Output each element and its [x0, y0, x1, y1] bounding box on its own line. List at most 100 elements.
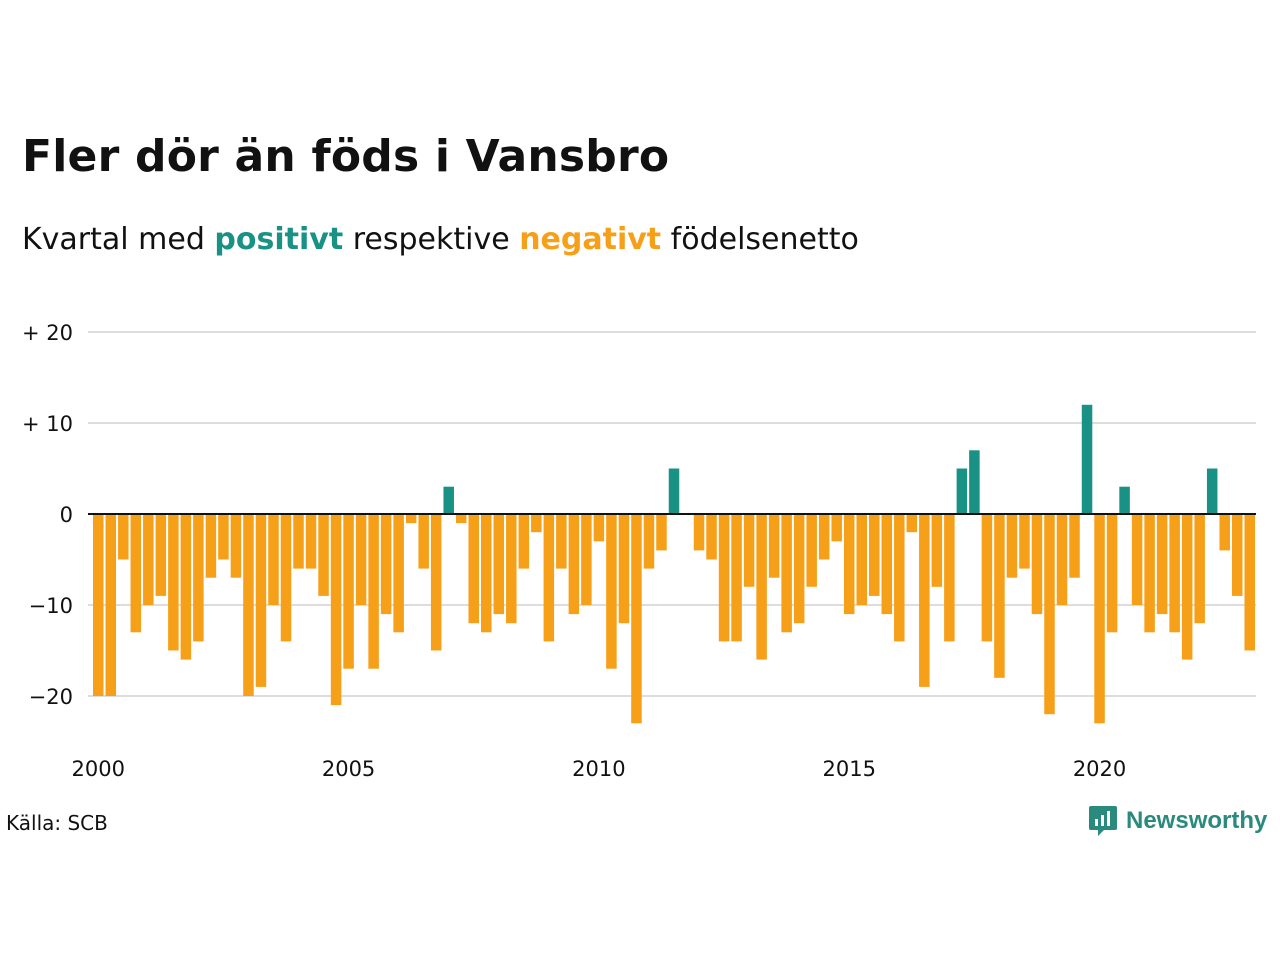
chart-subtitle: Kvartal med positivt respektive negativt…: [22, 222, 859, 258]
y-tick-label: −20: [29, 685, 73, 709]
bar: [393, 514, 404, 633]
bar: [481, 514, 492, 633]
bar: [1044, 514, 1055, 715]
bar: [531, 514, 542, 533]
subtitle-suffix: födelsenetto: [661, 222, 859, 257]
x-tick-label: 2015: [822, 757, 875, 781]
bar: [255, 514, 267, 687]
bar: [981, 514, 993, 642]
bar: [506, 514, 517, 624]
bar: [843, 514, 855, 615]
bar: [631, 514, 642, 724]
bar: [205, 514, 217, 578]
bar: [1006, 514, 1018, 578]
bar: [293, 514, 304, 569]
bar: [1169, 514, 1180, 633]
bar: [1119, 486, 1130, 514]
bar: [380, 514, 392, 615]
bar: [756, 514, 767, 660]
bar: [455, 514, 467, 524]
bar: [1094, 514, 1105, 724]
bar: [1081, 404, 1093, 514]
bar: [881, 514, 893, 615]
bar: [143, 514, 154, 605]
bar: [931, 514, 943, 587]
bar: [1019, 514, 1030, 569]
bar: [330, 514, 342, 706]
bar: [230, 514, 242, 578]
bar: [919, 514, 930, 687]
x-axis-labels: 2000 2005 2010 2015 2020: [72, 757, 1127, 781]
bar: [105, 514, 117, 696]
bar: [418, 514, 429, 569]
bar: [1069, 514, 1080, 578]
bar: [643, 514, 655, 569]
bar: [1219, 514, 1230, 551]
bar: [430, 514, 442, 651]
bar: [93, 514, 104, 696]
subtitle-positive-word: positivt: [214, 222, 344, 257]
bars: [93, 404, 1255, 724]
bar: [468, 514, 479, 624]
bar: [1056, 514, 1068, 605]
y-tick-label: −10: [29, 594, 73, 618]
bar: [1244, 514, 1255, 651]
bar: [969, 450, 980, 514]
bar: [305, 514, 317, 569]
bar: [593, 514, 605, 542]
bar: [180, 514, 192, 660]
x-tick-label: 2010: [572, 757, 625, 781]
bar: [268, 514, 279, 605]
bar: [218, 514, 229, 560]
bar: [280, 514, 292, 642]
bar: [1106, 514, 1118, 633]
bar: [956, 468, 968, 514]
bar: [806, 514, 817, 587]
bar: [894, 514, 905, 642]
bar: [405, 514, 417, 524]
bar-chart: + 20 + 10 0 −10 −20 2000 2005 2010 2015 2020: [22, 321, 1256, 781]
bar: [718, 514, 730, 642]
bar: [343, 514, 354, 669]
bar: [944, 514, 955, 642]
x-tick-label: 2020: [1073, 757, 1126, 781]
bar: [568, 514, 580, 615]
x-tick-label: 2005: [322, 757, 375, 781]
y-tick-label: + 10: [22, 412, 73, 436]
bar: [1156, 514, 1168, 615]
bar: [856, 514, 867, 605]
bar: [1131, 514, 1143, 605]
bar: [581, 514, 592, 605]
newsworthy-logo-icon: [1089, 806, 1117, 836]
newsworthy-logo: Newsworthy: [1088, 804, 1267, 838]
subtitle-middle: respektive: [343, 222, 520, 257]
bar: [781, 514, 792, 633]
x-tick-label: 2000: [72, 757, 125, 781]
bar: [318, 514, 329, 596]
bar: [768, 514, 780, 578]
bar: [1181, 514, 1193, 660]
y-tick-label: + 20: [22, 321, 73, 345]
bar: [1144, 514, 1155, 633]
bar: [656, 514, 667, 551]
bar: [1194, 514, 1205, 624]
bar: [1031, 514, 1043, 615]
subtitle-prefix: Kvartal med: [22, 222, 215, 257]
bar: [118, 514, 129, 560]
bar: [668, 468, 680, 514]
bar: [368, 514, 379, 669]
bar: [994, 514, 1005, 678]
bar: [1206, 468, 1218, 514]
bar: [518, 514, 530, 569]
bar: [155, 514, 167, 596]
y-tick-label: 0: [60, 503, 73, 527]
bar: [793, 514, 805, 624]
bar: [243, 514, 254, 696]
bar: [706, 514, 717, 560]
bar: [130, 514, 142, 633]
bar: [1231, 514, 1243, 596]
chart-title: Fler dör än föds i Vansbro: [22, 131, 670, 182]
bar: [606, 514, 617, 669]
bar: [556, 514, 567, 569]
bar: [731, 514, 742, 642]
